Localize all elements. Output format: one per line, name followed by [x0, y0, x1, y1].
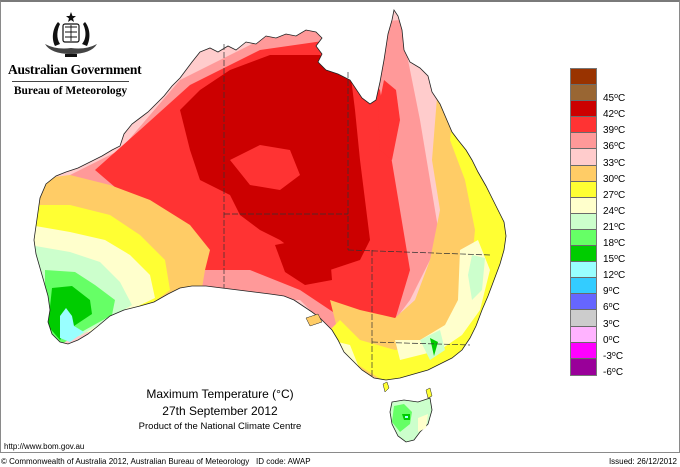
legend-swatch [571, 197, 596, 214]
map-title: Maximum Temperature (°C) [146, 387, 294, 401]
legend-swatch [571, 101, 596, 118]
legend-label: 12oC [603, 270, 626, 282]
legend-swatch [571, 278, 596, 295]
logo-block: Australian Government Bureau of Meteorol… [8, 10, 142, 97]
legend-label: 15oC [603, 254, 626, 266]
legend-label: 21oC [603, 221, 626, 233]
legend-label: 0oC [603, 334, 620, 346]
legend-label: 42oC [603, 109, 626, 121]
tasmania [389, 397, 433, 443]
website-link[interactable]: http://www.bom.gov.au [4, 442, 85, 451]
legend-label: 36oC [603, 141, 626, 153]
government-title: Australian Government [8, 62, 142, 77]
legend-swatch [571, 342, 596, 359]
copyright-notice: © Commonwealth of Australia 2012, Austra… [1, 457, 250, 466]
legend-swatch [571, 358, 596, 375]
issued-date: Issued: 26/12/2012 [608, 457, 677, 466]
legend-label: -3oC [603, 350, 624, 362]
legend-label: 45oC [603, 93, 626, 105]
logo-divider [12, 81, 129, 82]
legend-swatch [571, 246, 596, 263]
legend-swatch [571, 229, 596, 247]
legend-label: 18oC [603, 238, 626, 249]
legend-swatch [571, 294, 596, 311]
legend-label: 39oC [603, 125, 626, 137]
temperature-legend: 45oC 42oC 39oC 36oC 33oC 30oC 27oC 24oC 21oC 18oC… [570, 68, 625, 377]
map-date: 27th September 2012 [162, 404, 278, 418]
legend-label: 30oC [603, 173, 626, 185]
legend-swatch [571, 69, 596, 86]
legend-swatch [571, 262, 596, 279]
legend-swatch [571, 181, 596, 198]
legend-label: 6oC [603, 302, 620, 314]
legend-swatch [571, 85, 596, 102]
map-product: Product of the National Climate Centre [138, 421, 302, 432]
legend-label: 3oC [603, 318, 620, 330]
legend-swatch [571, 310, 596, 327]
legend-label: 33oC [603, 157, 626, 169]
state-borders [223, 44, 491, 376]
legend-colorbar [570, 68, 597, 376]
legend-label: 27oC [603, 189, 626, 201]
legend-swatch [571, 165, 596, 182]
legend-label: -6oC [603, 366, 624, 378]
legend-swatch [571, 117, 596, 134]
legend-swatch [571, 133, 596, 150]
legend-label: 24oC [603, 205, 626, 217]
legend-swatch [571, 213, 596, 230]
id-code: ID code: AWAP [256, 457, 311, 466]
legend-swatch [571, 149, 596, 166]
agency-title: Bureau of Meteorology [13, 85, 128, 97]
legend-label: 9oC [603, 286, 620, 298]
coat-of-arms-icon [44, 12, 97, 57]
australia-temperature-map [33, 8, 507, 443]
legend-swatch [571, 326, 596, 343]
